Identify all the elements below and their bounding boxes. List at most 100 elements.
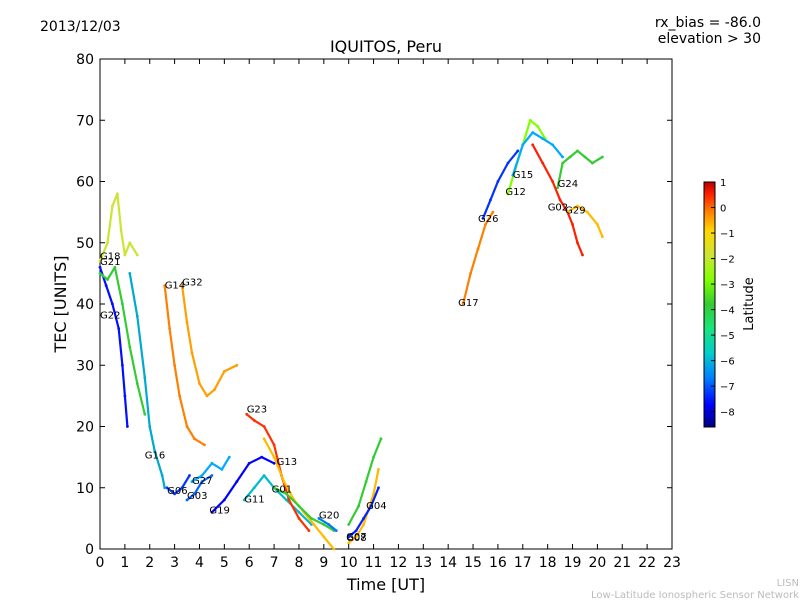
data-point bbox=[113, 265, 117, 269]
satellite-label: G26 bbox=[478, 214, 498, 225]
satellite-label: G23 bbox=[247, 404, 267, 415]
y-axis-label: TEC [UNITS] bbox=[51, 256, 70, 354]
data-point bbox=[285, 498, 288, 502]
data-point bbox=[531, 143, 535, 147]
data-point bbox=[193, 437, 196, 441]
x-tick-label: 5 bbox=[220, 555, 229, 571]
data-point bbox=[185, 425, 189, 428]
series-G02 bbox=[531, 143, 584, 257]
data-point bbox=[117, 327, 121, 330]
satellite-label: G06 bbox=[167, 486, 187, 497]
data-point bbox=[484, 223, 487, 226]
data-point bbox=[163, 486, 167, 490]
satellite-label: G12 bbox=[505, 187, 525, 198]
data-point bbox=[327, 523, 331, 526]
data-point bbox=[601, 155, 604, 159]
series-G23 bbox=[245, 412, 311, 532]
data-point bbox=[511, 174, 515, 177]
data-point bbox=[347, 541, 351, 545]
colorbar-gradient bbox=[703, 181, 716, 428]
series-G20 bbox=[317, 517, 338, 532]
data-point bbox=[556, 186, 559, 190]
data-point bbox=[310, 517, 313, 520]
data-point bbox=[106, 278, 109, 281]
data-point bbox=[369, 504, 373, 508]
satellite-label: G17 bbox=[458, 298, 478, 309]
data-point bbox=[160, 474, 164, 477]
data-point bbox=[347, 535, 351, 539]
data-point bbox=[143, 412, 147, 416]
data-point bbox=[496, 180, 500, 183]
x-tick-label: 17 bbox=[514, 555, 532, 571]
satellite-label: G01 bbox=[272, 485, 292, 496]
data-point bbox=[541, 137, 545, 141]
satellite-label: G02 bbox=[548, 202, 568, 213]
data-point bbox=[213, 388, 216, 392]
satellite-label: G29 bbox=[565, 205, 585, 216]
x-tick-label: 21 bbox=[613, 555, 631, 571]
y-tick-label: 40 bbox=[76, 297, 94, 313]
data-point bbox=[242, 498, 246, 502]
data-point bbox=[506, 192, 510, 196]
data-point bbox=[551, 143, 554, 147]
satellite-label: G04 bbox=[366, 501, 386, 512]
data-point bbox=[506, 161, 510, 165]
satellite-label: G16 bbox=[145, 450, 165, 461]
data-point bbox=[285, 492, 288, 496]
data-point bbox=[591, 161, 594, 165]
series-line bbox=[166, 474, 191, 495]
series-G21 bbox=[98, 265, 147, 416]
colorbar-label: Latitude bbox=[742, 277, 757, 331]
satellite-label: G32 bbox=[182, 278, 202, 289]
data-point bbox=[601, 235, 604, 239]
x-tick-label: 4 bbox=[195, 555, 204, 571]
data-point bbox=[377, 486, 380, 490]
x-tick-label: 3 bbox=[170, 555, 179, 571]
colorbar-tick-label: −8 bbox=[720, 408, 735, 419]
data-point bbox=[312, 523, 316, 526]
data-point bbox=[173, 492, 177, 496]
date-label: 2013/12/03 bbox=[40, 19, 121, 35]
data-point bbox=[121, 363, 124, 367]
data-point bbox=[200, 480, 204, 483]
chart-title: IQUITOS, Peru bbox=[330, 37, 442, 56]
data-point bbox=[135, 253, 139, 257]
series-G26 bbox=[481, 149, 520, 220]
data-point bbox=[354, 535, 358, 539]
x-tick-label: 15 bbox=[464, 555, 482, 571]
x-tick-label: 2 bbox=[145, 555, 154, 571]
data-point bbox=[332, 547, 336, 551]
data-point bbox=[252, 486, 256, 490]
data-point bbox=[163, 284, 167, 287]
data-point bbox=[185, 321, 189, 324]
series-G29 bbox=[566, 204, 604, 239]
data-point bbox=[260, 455, 264, 459]
data-point bbox=[210, 474, 214, 477]
x-tick-label: 19 bbox=[564, 555, 582, 571]
series-line bbox=[481, 149, 519, 220]
data-point bbox=[581, 253, 584, 257]
satellite-label: G14 bbox=[165, 281, 185, 292]
data-point bbox=[143, 376, 147, 379]
data-point bbox=[116, 192, 119, 196]
data-point bbox=[128, 272, 132, 275]
data-point bbox=[531, 131, 535, 134]
series-G08 bbox=[347, 486, 380, 539]
data-point bbox=[489, 198, 492, 202]
data-point bbox=[469, 272, 472, 275]
series-G32 bbox=[180, 284, 239, 398]
data-point bbox=[190, 351, 194, 355]
data-point bbox=[98, 259, 102, 263]
data-point bbox=[235, 480, 239, 483]
data-point bbox=[491, 210, 495, 214]
data-point bbox=[135, 314, 139, 318]
y-tick-label: 50 bbox=[76, 236, 94, 252]
data-point bbox=[476, 247, 480, 251]
series-G14 bbox=[163, 284, 206, 447]
data-point bbox=[180, 284, 184, 287]
data-point bbox=[576, 241, 579, 245]
series-G04 bbox=[347, 437, 383, 526]
data-point bbox=[121, 302, 124, 306]
